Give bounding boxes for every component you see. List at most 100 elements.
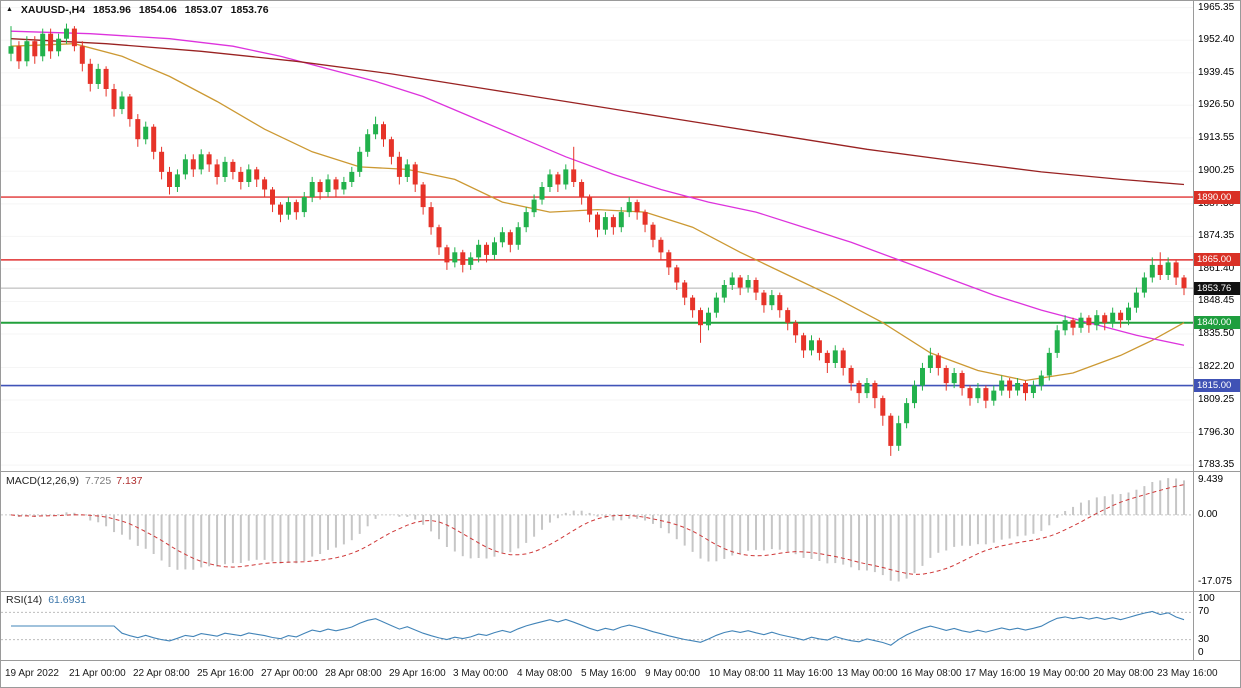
candle-body	[967, 388, 973, 399]
price-axis-separator	[1193, 1, 1194, 661]
candle-body	[571, 169, 577, 182]
candle-body	[539, 187, 545, 200]
candle-body	[135, 119, 141, 140]
candle-body	[626, 202, 632, 213]
symbol-marker-icon: ▲	[6, 6, 13, 13]
candle-body	[1062, 320, 1068, 331]
rsi-scale-axis[interactable]: 100 70 30 0	[1194, 592, 1240, 660]
candle-body	[349, 171, 355, 182]
ma-slow-darkred-line	[10, 38, 1185, 186]
price-axis[interactable]: 1965.35 1952.40 1939.45 1926.50 1913.55 1900.…	[1194, 1, 1240, 471]
candle-body	[278, 204, 283, 215]
candle-body	[1165, 262, 1171, 275]
price-axis-label: 1965.35	[1198, 1, 1235, 13]
candle-body	[476, 244, 482, 258]
candle-body	[325, 179, 331, 192]
candle-body	[365, 134, 371, 152]
candle-body	[1141, 277, 1147, 293]
candle-body	[698, 310, 703, 326]
rsi-scale-label: 0	[1198, 647, 1204, 658]
time-axis-label: 19 Apr 2022	[5, 668, 59, 679]
panel-splitter-macd[interactable]	[1, 471, 1240, 472]
candle-body	[602, 217, 608, 230]
macd-indicator-label: MACD(12,26,9) 7.725 7.137	[6, 475, 143, 487]
candle-body	[254, 169, 260, 180]
candle-body	[317, 182, 323, 193]
candle-body	[1086, 317, 1092, 326]
macd-name: MACD(12,26,9)	[6, 475, 79, 487]
candle-body	[650, 224, 656, 240]
candle-body	[832, 350, 838, 363]
candle-body	[452, 252, 458, 263]
time-axis-label: 27 Apr 00:00	[261, 668, 318, 679]
candle-body	[8, 46, 14, 54]
macd-scale-label: 0.00	[1198, 508, 1218, 520]
time-axis-label: 5 May 16:00	[581, 668, 637, 679]
candle-body	[285, 202, 291, 215]
candle-body	[856, 383, 862, 394]
candle-body	[167, 171, 172, 187]
candle-body	[785, 310, 791, 323]
candle-body	[991, 390, 997, 401]
candle-body	[753, 280, 759, 293]
candle-body	[492, 242, 497, 255]
candle-body	[24, 41, 30, 62]
candle-body	[674, 267, 680, 283]
ohlc-high: 1854.06	[138, 4, 177, 16]
candle-body	[864, 383, 870, 394]
panel-splitter-rsi[interactable]	[1, 591, 1240, 592]
macd-signal-line	[10, 484, 1185, 575]
ma-fast-orange-line	[10, 43, 1185, 382]
rsi-chart-svg[interactable]	[1, 592, 1194, 660]
candle-body	[896, 423, 902, 446]
candle-body	[920, 368, 925, 386]
time-axis-label: 10 May 08:00	[709, 668, 770, 679]
candle-body	[87, 63, 93, 84]
candle-body	[975, 388, 981, 399]
candle-body	[357, 151, 363, 172]
candle-body	[151, 126, 157, 152]
candle-body	[777, 295, 783, 311]
candle-body	[103, 68, 109, 89]
candle-body	[428, 207, 434, 228]
candle-body	[943, 368, 949, 384]
candle-body	[381, 124, 386, 140]
price-axis-label: 1783.35	[1198, 459, 1235, 471]
chart-header: ▲ XAUUSD-,H4 1853.96 1854.06 1853.07 185…	[6, 4, 274, 16]
macd-scale-axis[interactable]: 9.439 0.00 -17.075	[1194, 472, 1240, 591]
candle-body	[56, 38, 62, 52]
candle-body	[270, 189, 275, 205]
rsi-indicator-label: RSI(14) 61.6931	[6, 594, 86, 606]
candle-body	[618, 212, 624, 228]
candle-body	[848, 368, 854, 384]
candle-body	[444, 247, 450, 263]
candle-body	[396, 156, 402, 177]
candle-body	[238, 171, 244, 182]
price-chart-svg[interactable]	[1, 1, 1194, 471]
price-axis-label: 1913.55	[1198, 131, 1235, 143]
candle-body	[713, 297, 719, 313]
candle-body	[143, 126, 149, 140]
candle-body	[1046, 352, 1052, 376]
candle-body	[666, 252, 672, 268]
candle-body	[182, 159, 188, 175]
candle-body	[79, 46, 85, 64]
candle-body	[214, 164, 220, 177]
price-tag-1815.00: 1815.00	[1194, 379, 1240, 393]
candle-body	[1038, 375, 1044, 386]
candle-body	[1149, 264, 1155, 278]
price-axis-label: 1952.40	[1198, 34, 1235, 46]
candle-body	[816, 340, 822, 353]
candle-body	[809, 340, 814, 351]
time-axis-label: 16 May 08:00	[901, 668, 962, 679]
macd-chart-svg[interactable]	[1, 472, 1194, 591]
candle-body	[1110, 312, 1116, 323]
candles-group	[8, 23, 1187, 456]
candle-body	[1023, 383, 1028, 394]
macd-signal-value: 7.137	[116, 475, 143, 487]
time-axis[interactable]: 19 Apr 2022 21 Apr 00:00 22 Apr 08:00 25 Ap…	[1, 661, 1240, 687]
time-axis-label: 3 May 00:00	[453, 668, 509, 679]
rsi-name: RSI(14)	[6, 594, 43, 606]
candle-body	[190, 159, 196, 170]
candle-body	[1030, 385, 1036, 393]
